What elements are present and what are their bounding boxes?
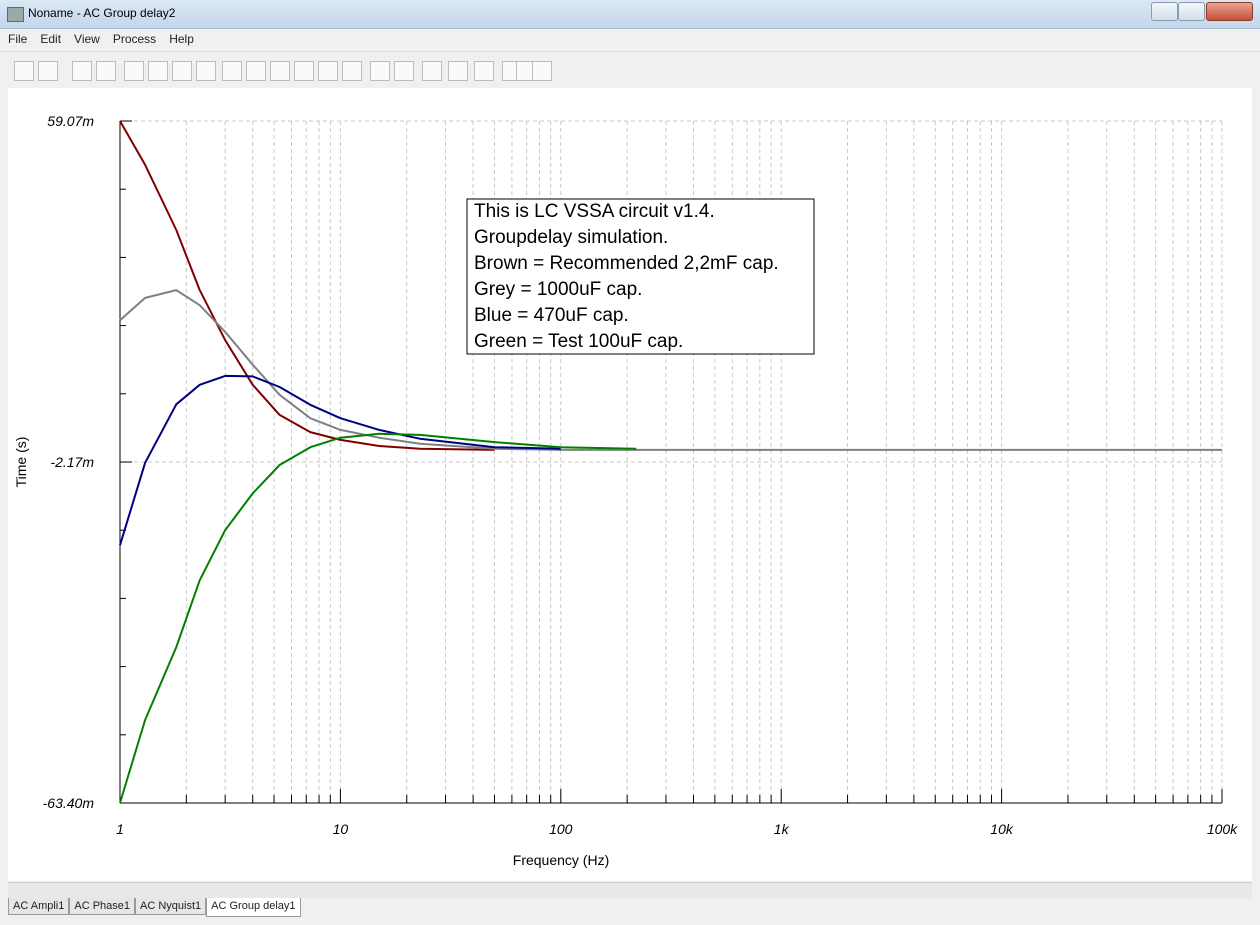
toolbar-button[interactable]	[448, 61, 468, 81]
x-tick-label: 100	[549, 821, 573, 837]
annotation-line: Grey = 1000uF cap.	[474, 279, 642, 300]
x-axis-label: Frequency (Hz)	[513, 852, 609, 868]
annotation-line: Groupdelay simulation.	[474, 227, 668, 248]
series-line	[119, 289, 1222, 451]
x-tick-label: 10	[333, 821, 349, 837]
toolbar	[0, 51, 1260, 88]
minimize-button[interactable]	[1151, 2, 1178, 21]
title-bar: Noname - AC Group delay2	[0, 0, 1260, 29]
menu-bar: File Edit View Process Help	[0, 29, 1260, 49]
toolbar-button[interactable]	[294, 61, 314, 81]
annotation-box: This is LC VSSA circuit v1.4. Groupdelay …	[466, 198, 815, 355]
series-line	[119, 374, 561, 546]
annotation-line: Blue = 470uF cap.	[474, 305, 629, 326]
toolbar-button[interactable]	[148, 61, 168, 81]
maximize-button[interactable]	[1178, 2, 1205, 21]
sheet-tab[interactable]: AC Nyquist1	[135, 898, 207, 915]
toolbar-button[interactable]	[532, 61, 552, 81]
menu-item[interactable]: View	[74, 32, 100, 46]
toolbar-button[interactable]	[394, 61, 414, 81]
window-title: Noname - AC Group delay2	[28, 6, 176, 20]
app-icon	[7, 7, 24, 22]
toolbar-button[interactable]	[38, 61, 58, 81]
menu-item[interactable]: File	[8, 32, 28, 46]
y-tick-label: -2.17m	[50, 454, 94, 470]
annotation-frame	[466, 198, 815, 355]
toolbar-button[interactable]	[342, 61, 362, 81]
toolbar-button[interactable]	[172, 61, 192, 81]
toolbar-button[interactable]	[246, 61, 266, 81]
x-tick-label: 100k	[1207, 821, 1238, 837]
series-line	[119, 120, 495, 451]
chart: 1 10 100 1k 10k 100k -63.40m -2.17m 59.07m Freque…	[8, 88, 1252, 881]
toolbar-button[interactable]	[124, 61, 144, 81]
series-line	[119, 432, 637, 804]
menu-item[interactable]: Edit	[40, 32, 62, 46]
x-tick-label: 1k	[774, 821, 790, 837]
toolbar-button[interactable]	[474, 61, 494, 81]
toolbar-button[interactable]	[222, 61, 242, 81]
toolbar-button[interactable]	[422, 61, 442, 81]
annotation-line: Green = Test 100uF cap.	[474, 331, 683, 352]
y-tick-label: 59.07m	[47, 113, 94, 129]
toolbar-button[interactable]	[318, 61, 338, 81]
menu-item[interactable]: Process	[112, 32, 157, 46]
sheet-tab[interactable]: AC Group delay1	[206, 898, 301, 917]
x-tick-label: 10k	[990, 821, 1014, 837]
sheet-tab[interactable]: AC Ampli1	[8, 898, 70, 915]
toolbar-button[interactable]	[196, 61, 216, 81]
y-axis-label: Time (s)	[13, 437, 29, 488]
toolbar-button[interactable]	[14, 61, 34, 81]
toolbar-button[interactable]	[370, 61, 390, 81]
tab-bar: AC Ampli1 AC Phase1 AC Nyquist1 AC Group de…	[8, 898, 301, 918]
toolbar-button[interactable]	[72, 61, 92, 81]
toolbar-button[interactable]	[270, 61, 290, 81]
sheet-tab[interactable]: AC Phase1	[69, 898, 136, 915]
y-tick-label: -63.40m	[43, 795, 95, 811]
toolbar-button[interactable]	[96, 61, 116, 81]
annotation-line: This is LC VSSA circuit v1.4.	[474, 201, 715, 222]
annotation-line: Brown = Recommended 2,2mF cap.	[474, 253, 779, 274]
horizontal-scrollbar[interactable]	[8, 882, 1252, 898]
x-tick-label: 1	[116, 821, 124, 837]
menu-item[interactable]: Help	[169, 32, 194, 46]
close-button[interactable]	[1206, 2, 1253, 21]
